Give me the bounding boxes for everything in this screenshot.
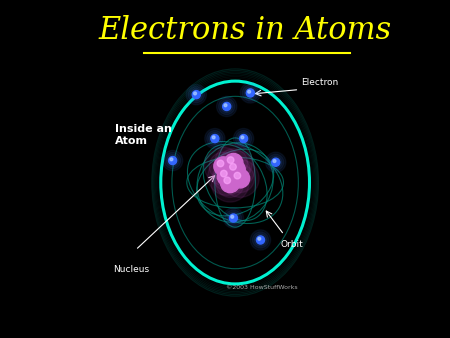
Circle shape	[221, 155, 250, 184]
Circle shape	[252, 232, 269, 248]
Circle shape	[227, 212, 239, 224]
Circle shape	[234, 172, 241, 179]
Circle shape	[220, 174, 239, 193]
Circle shape	[239, 135, 248, 143]
Circle shape	[223, 208, 243, 228]
Circle shape	[186, 84, 207, 105]
Text: Nucleus: Nucleus	[113, 265, 149, 274]
Circle shape	[244, 87, 256, 99]
Text: Electron: Electron	[301, 78, 338, 87]
Circle shape	[223, 102, 231, 111]
Circle shape	[230, 214, 238, 222]
Circle shape	[205, 128, 225, 149]
Text: Electrons in Atoms: Electrons in Atoms	[99, 15, 392, 46]
Circle shape	[209, 132, 221, 145]
Circle shape	[190, 89, 202, 101]
Circle shape	[214, 157, 233, 176]
Circle shape	[258, 237, 261, 240]
Circle shape	[217, 151, 255, 189]
Circle shape	[207, 130, 223, 147]
Circle shape	[268, 154, 284, 170]
Circle shape	[169, 156, 177, 165]
Circle shape	[188, 87, 204, 103]
Circle shape	[270, 156, 282, 168]
Text: Inside an
Atom: Inside an Atom	[115, 124, 172, 146]
Circle shape	[231, 215, 234, 218]
Circle shape	[248, 90, 251, 93]
Circle shape	[212, 162, 241, 191]
Circle shape	[231, 169, 250, 188]
Circle shape	[209, 152, 238, 180]
Circle shape	[225, 210, 242, 226]
Circle shape	[192, 91, 200, 99]
Circle shape	[194, 92, 197, 95]
Circle shape	[220, 170, 227, 177]
Circle shape	[224, 177, 230, 184]
Circle shape	[208, 158, 246, 195]
Circle shape	[212, 136, 215, 139]
Circle shape	[224, 153, 243, 172]
Circle shape	[217, 167, 236, 186]
Circle shape	[165, 152, 181, 169]
Circle shape	[235, 130, 252, 147]
Circle shape	[238, 132, 250, 145]
Circle shape	[219, 98, 235, 115]
Circle shape	[170, 158, 173, 161]
Circle shape	[221, 160, 259, 197]
Circle shape	[217, 160, 224, 167]
Circle shape	[242, 85, 258, 101]
Circle shape	[219, 149, 248, 177]
Circle shape	[226, 160, 245, 179]
Circle shape	[241, 136, 244, 139]
Circle shape	[211, 164, 249, 202]
Circle shape	[266, 152, 286, 172]
Circle shape	[216, 169, 244, 197]
Circle shape	[250, 230, 270, 250]
Circle shape	[166, 154, 179, 167]
Circle shape	[230, 164, 236, 170]
Circle shape	[256, 236, 265, 244]
Circle shape	[227, 157, 234, 163]
Circle shape	[234, 128, 254, 149]
Text: ©2003 HowStuffWorks: ©2003 HowStuffWorks	[226, 286, 298, 290]
Circle shape	[240, 83, 261, 103]
Circle shape	[162, 150, 183, 171]
Circle shape	[211, 135, 219, 143]
Circle shape	[246, 89, 254, 97]
Circle shape	[224, 104, 227, 107]
Circle shape	[220, 100, 233, 113]
Circle shape	[215, 144, 252, 182]
Circle shape	[226, 164, 254, 193]
Circle shape	[204, 147, 242, 185]
Text: Orbit: Orbit	[281, 240, 303, 249]
Circle shape	[254, 234, 266, 246]
Circle shape	[216, 96, 237, 117]
Circle shape	[273, 160, 276, 163]
Circle shape	[272, 158, 280, 166]
